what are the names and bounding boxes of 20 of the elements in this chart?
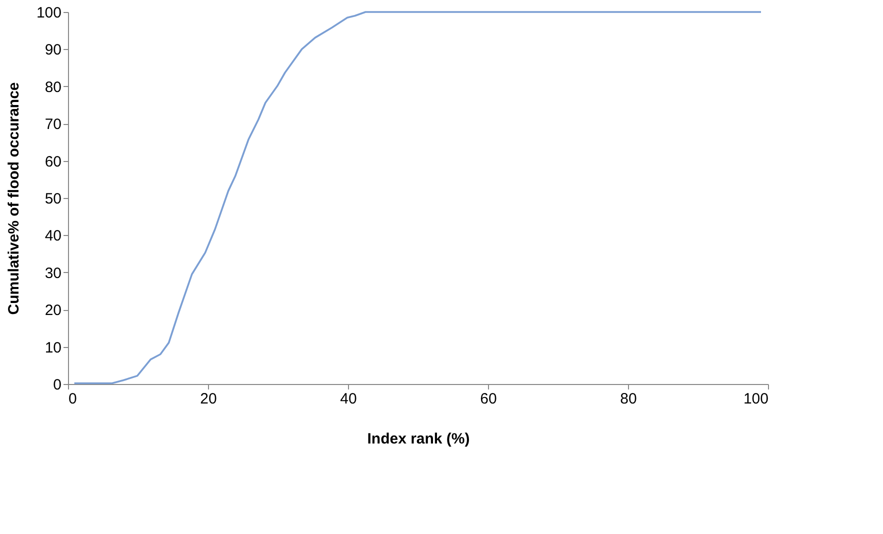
x-tick-label: 0: [68, 390, 77, 408]
x-axis-title: Index rank (%): [367, 430, 470, 448]
y-tick-label: 0: [53, 376, 62, 394]
y-tick-label: 80: [44, 78, 62, 96]
y-tick-label: 60: [44, 153, 62, 170]
y-tick-label: 10: [44, 339, 62, 356]
y-axis-title: Cumulative% of flood occurance: [5, 82, 22, 315]
y-tick-label: 40: [44, 228, 62, 245]
y-tick-label: 90: [44, 42, 62, 59]
y-tick-label: 30: [44, 264, 62, 282]
y-tick-label: 50: [44, 190, 62, 208]
x-tick-label: 20: [200, 390, 217, 408]
y-tick-label: 20: [44, 302, 62, 320]
x-tick-label: 40: [340, 390, 357, 408]
x-tick-label: 60: [480, 390, 497, 408]
y-tick-label: 70: [44, 116, 62, 134]
x-tick-label: 100: [743, 390, 768, 408]
x-tick-label: 80: [620, 390, 637, 408]
y-tick-label: 100: [36, 4, 62, 22]
line-series: [73, 11, 762, 384]
